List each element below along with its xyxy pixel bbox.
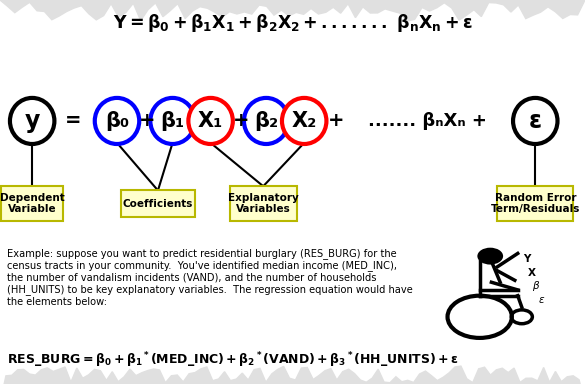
Text: +: + [328, 111, 345, 131]
Text: β₁: β₁ [160, 111, 185, 131]
Polygon shape [0, 0, 585, 21]
Ellipse shape [282, 98, 326, 144]
Text: X₂: X₂ [291, 111, 317, 131]
Text: β₀: β₀ [105, 111, 129, 131]
Text: +: + [233, 111, 249, 131]
FancyBboxPatch shape [229, 186, 297, 221]
Text: Example: suppose you want to predict residential burglary (RES_BURG) for the
cen: Example: suppose you want to predict res… [7, 248, 413, 307]
Text: +: + [139, 111, 156, 131]
Polygon shape [0, 366, 585, 384]
Ellipse shape [10, 98, 54, 144]
Text: Dependent
Variable: Dependent Variable [0, 193, 64, 214]
Text: Explanatory
Variables: Explanatory Variables [228, 193, 298, 214]
Ellipse shape [244, 98, 288, 144]
Text: $\varepsilon$: $\varepsilon$ [538, 295, 545, 305]
FancyBboxPatch shape [497, 186, 573, 221]
Text: $\mathbf{Y = \beta_0 + \beta_1 X_1 + \beta_2 X_2 + ....... \ \beta_n X_n + \vare: $\mathbf{Y = \beta_0 + \beta_1 X_1 + \be… [113, 12, 472, 34]
Text: $\mathbf{RES\_BURG = \beta_0 + \beta_1}$$\mathbf{^*(MED\_INC) + \beta_2}$$\mathb: $\mathbf{RES\_BURG = \beta_0 + \beta_1}$… [7, 350, 459, 370]
Ellipse shape [95, 98, 139, 144]
Text: ....... βₙXₙ +: ....... βₙXₙ + [367, 112, 487, 130]
Text: y: y [25, 109, 40, 133]
FancyBboxPatch shape [122, 190, 194, 217]
Text: X: X [528, 268, 536, 278]
Text: =: = [65, 111, 81, 131]
Text: X₁: X₁ [198, 111, 223, 131]
Text: β₂: β₂ [254, 111, 278, 131]
Ellipse shape [513, 98, 558, 144]
Text: Random Error
Term/Residuals: Random Error Term/Residuals [491, 193, 580, 214]
Text: Coefficients: Coefficients [123, 199, 193, 209]
FancyBboxPatch shape [2, 186, 63, 221]
Ellipse shape [188, 98, 233, 144]
Text: ε: ε [529, 109, 542, 133]
Circle shape [477, 248, 503, 265]
Text: $\beta$: $\beta$ [532, 279, 541, 293]
Text: Y: Y [524, 254, 531, 264]
Ellipse shape [150, 98, 195, 144]
